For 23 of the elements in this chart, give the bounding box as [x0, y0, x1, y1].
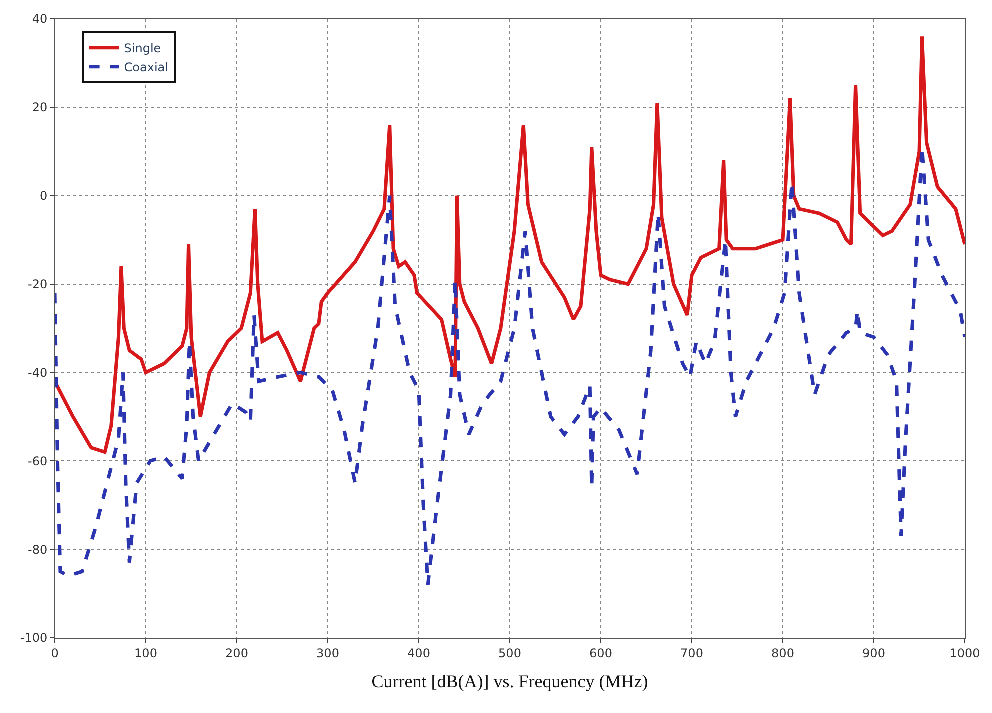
legend-label: Single: [124, 42, 162, 56]
legend-label: Coaxial: [124, 60, 169, 75]
x-tick-label: 1000: [950, 646, 980, 660]
y-tick-label: -80: [28, 542, 48, 557]
x-tick-label: 200: [226, 646, 248, 660]
x-tick-label: 600: [590, 646, 612, 660]
y-tick-label: -20: [28, 277, 48, 292]
x-tick-label: 500: [498, 646, 522, 660]
y-tick-label: 40: [32, 12, 48, 26]
x-tick-label: 100: [134, 646, 158, 660]
y-tick-label: 0: [40, 189, 48, 204]
y-tick-label: -60: [28, 454, 48, 468]
x-tick-label: 800: [772, 646, 794, 660]
y-tick-label: -40: [28, 366, 48, 380]
x-tick-label: 300: [316, 646, 340, 660]
y-tick-label: -100: [20, 631, 48, 646]
x-axis-title: Current [dB(A)] vs. Frequency (MHz): [372, 672, 648, 692]
x-tick-label: 900: [862, 646, 886, 660]
x-tick-label: 700: [680, 646, 704, 660]
x-tick-label: 400: [408, 646, 430, 660]
line-series: [55, 34, 965, 454]
x-tick-label: 0: [51, 646, 59, 660]
y-tick-label: 20: [32, 100, 48, 115]
